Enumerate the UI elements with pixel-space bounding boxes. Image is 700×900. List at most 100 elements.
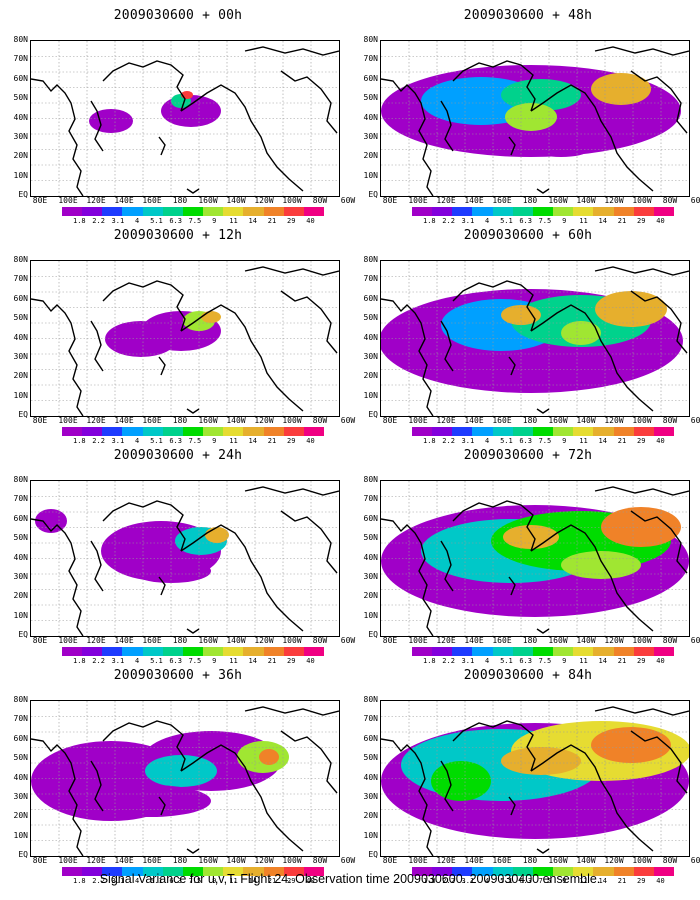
colorbar: [412, 427, 675, 436]
colorbar-swatch: [492, 647, 513, 656]
colorbar-tick-label: 7.5: [188, 437, 202, 445]
coastline: [102, 60, 186, 112]
colorbar-swatch: [613, 207, 634, 216]
lat-tick-label: 30N: [13, 572, 28, 581]
colorbar-swatch: [633, 867, 654, 876]
lat-tick-label: 10N: [13, 610, 28, 620]
lon-tick-label: 120E: [86, 196, 106, 205]
colorbar-swatch: [142, 427, 163, 436]
lat-tick-label: 60N: [13, 293, 28, 303]
map-panel: 2009030600 + 60h 80N 70N 60N 50N 40N 30N 20N 10N…: [358, 220, 700, 445]
colorbar-tick-label: 11: [229, 437, 238, 445]
panel-title: 2009030600 + 48h: [463, 8, 593, 23]
colorbar-swatch: [223, 207, 244, 216]
lon-tick-label: 120W: [604, 636, 624, 645]
lon-tick-label: 120E: [436, 416, 456, 425]
lat-tick-label: 40N: [13, 552, 28, 562]
lat-tick-label: 70N: [363, 714, 378, 724]
colorbar-tick-label: 3.1: [461, 657, 475, 665]
colorbar-swatch: [122, 427, 143, 436]
colorbar-tick-label: 11: [229, 877, 238, 885]
lon-tick-label: 60W: [340, 856, 356, 865]
lon-tick-label: 140E: [464, 636, 484, 645]
lon-axis: 80E 100E 120E 140E 160E 180 160W 140W 120W 100W 80…: [368, 637, 700, 647]
lat-tick-label: 40N: [13, 332, 28, 342]
colorbar-swatch: [532, 647, 554, 656]
lat-tick-label: 10N: [363, 170, 378, 180]
coastline: [244, 486, 339, 496]
colorbar-swatch: [62, 207, 83, 216]
coastline: [158, 136, 166, 156]
colorbar-tick-label: 7.5: [538, 877, 552, 885]
lon-tick-label: 160E: [142, 636, 162, 645]
colorbar-tick-label: 4: [485, 657, 490, 665]
colorbar-tick-label: 5.1: [500, 657, 513, 665]
lat-tick-label: 60N: [13, 513, 28, 523]
colorbar-swatch: [82, 427, 103, 436]
colorbar-swatch: [162, 647, 183, 656]
lat-tick-label: 30N: [13, 352, 28, 361]
colorbar-tick-label: 9: [212, 437, 217, 445]
lon-tick-label: 80W: [662, 856, 678, 865]
lon-tick-label: 80E: [32, 416, 48, 425]
lon-tick-label: 60W: [690, 636, 700, 645]
colorbar-tick-label: 7.5: [188, 217, 202, 225]
colorbar-swatch: [432, 427, 453, 436]
contour-region: [591, 73, 651, 105]
coastline: [630, 70, 688, 134]
colorbar-tick-label: 4: [485, 437, 490, 445]
colorbar-swatch: [412, 867, 433, 876]
colorbar-swatch: [182, 427, 204, 436]
colorbar-tick-label: 6.3: [169, 217, 182, 225]
colorbar-tick-label: 11: [579, 437, 588, 445]
contour-region: [503, 525, 559, 549]
colorbar-tick-label: 1.8: [423, 217, 436, 225]
colorbar-tick-label: 21: [267, 657, 277, 665]
colorbar-tick-label: 5.1: [500, 877, 513, 885]
colorbar-swatch: [283, 867, 304, 876]
lat-tick-label: 80N: [363, 475, 378, 484]
colorbar-tick-label: 2.2: [92, 877, 105, 885]
colorbar-tick-label: 6.3: [519, 657, 532, 665]
lon-tick-label: 120E: [436, 196, 456, 205]
lon-tick-label: 60W: [690, 196, 700, 205]
lat-tick-label: 50N: [13, 313, 28, 323]
colorbar-swatch: [532, 207, 554, 216]
colorbar-tick-label: 4: [135, 657, 140, 665]
coastline: [630, 730, 688, 794]
colorbar-tick-label: 9: [562, 877, 567, 885]
colorbar-tick-label: 5.1: [150, 437, 163, 445]
colorbar-labels: 1.8 2.2 3.1 4 5.1 6.3 7.5 9 11 14 21 29 40: [412, 878, 674, 886]
lon-tick-label: 140W: [226, 636, 246, 645]
colorbar-tick-label: 29: [287, 437, 296, 445]
contour-map: [30, 260, 340, 417]
colorbar-tick-label: 4: [485, 877, 490, 885]
contour-map-svg: [31, 41, 339, 196]
colorbar-swatch: [432, 867, 453, 876]
lat-tick-label: 40N: [363, 112, 378, 122]
coastline: [440, 100, 454, 152]
lon-tick-label: 80E: [382, 636, 398, 645]
colorbar-swatch: [203, 647, 224, 656]
coastline: [180, 84, 304, 192]
coastline: [452, 60, 536, 112]
lon-tick-label: 80E: [32, 636, 48, 645]
lon-tick-label: 100W: [282, 196, 302, 205]
colorbar-tick-label: 6.3: [169, 437, 182, 445]
lon-tick-label: 60W: [340, 196, 356, 205]
colorbar-swatch: [472, 427, 493, 436]
lon-tick-label: 100E: [408, 856, 428, 865]
map-panel: 2009030600 + 24h 80N 70N 60N 50N 40N 30N 20N 10N…: [8, 440, 356, 665]
colorbar-swatch: [553, 647, 574, 656]
lon-axis: 80E 100E 120E 140E 160E 180 160W 140W 120W 100W 80…: [18, 857, 355, 867]
lon-tick-label: 80E: [32, 196, 48, 205]
lon-axis: 80E 100E 120E 140E 160E 180 160W 140W 120W 100W 80…: [368, 417, 700, 427]
coastline: [102, 720, 186, 772]
colorbar-tick-label: 2.2: [442, 437, 455, 445]
colorbar-tick-label: 29: [637, 877, 646, 885]
lon-tick-label: 140W: [226, 416, 246, 425]
lat-tick-label: 50N: [363, 93, 378, 103]
lon-tick-label: 120W: [254, 636, 274, 645]
coastline: [530, 744, 654, 852]
coastline: [280, 70, 338, 134]
